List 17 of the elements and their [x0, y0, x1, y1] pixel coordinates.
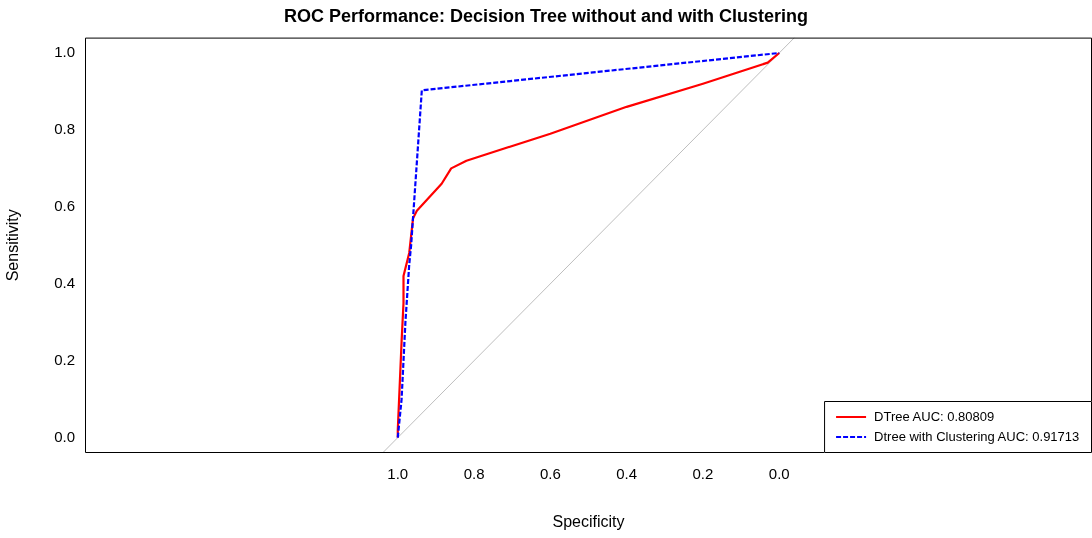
x-tick-label: 0.4: [616, 465, 638, 483]
y-tick-label: 0.0: [54, 427, 75, 445]
x-tick-label: 0.0: [768, 465, 790, 483]
x-tick-label: 0.8: [463, 465, 485, 483]
y-tick-label: 0.2: [54, 350, 75, 368]
legend-label: DTree AUC: 0.80809: [874, 408, 995, 424]
y-tick-label: 0.6: [54, 196, 75, 214]
y-tick-label: 1.0: [54, 43, 75, 61]
y-axis-title: Sensitivity: [4, 209, 22, 282]
y-tick-label: 0.4: [54, 273, 75, 291]
legend-label: Dtree with Clustering AUC: 0.91713: [874, 428, 1080, 444]
x-tick-label: 1.0: [387, 465, 409, 483]
chart-title: ROC Performance: Decision Tree without and with Clustering: [283, 5, 809, 26]
x-tick-label: 0.2: [692, 465, 714, 483]
x-tick-label: 0.6: [539, 465, 561, 483]
y-tick-label: 0.8: [54, 120, 75, 138]
x-axis-title: Specificity: [552, 512, 625, 530]
